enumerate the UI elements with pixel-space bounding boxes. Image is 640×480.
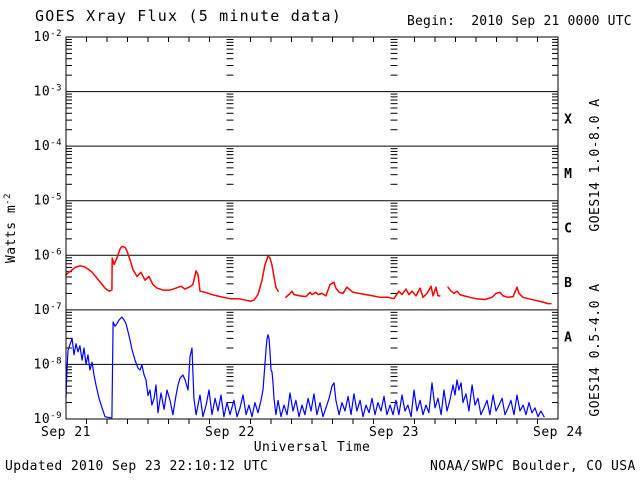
updated-timestamp: Updated 2010 Sep 23 22:10:12 UTC	[5, 459, 268, 474]
series-layer	[65, 245, 552, 419]
plot-border	[65, 36, 559, 420]
y-tick-label: 10-2	[34, 29, 63, 45]
y-tick-label: 10-4	[34, 138, 63, 154]
x-tick-label: Sep 22	[205, 425, 255, 440]
plot-frame	[65, 36, 559, 420]
flare-class-B: B	[564, 276, 572, 291]
x-axis-title: Universal Time	[254, 440, 371, 455]
grid-layer	[66, 37, 558, 424]
flare-class-M: M	[564, 167, 572, 182]
x-tick-label: Sep 23	[369, 425, 419, 440]
begin-timestamp: Begin: 2010 Sep 21 0000 UTC	[407, 14, 632, 29]
page-title: GOES Xray Flux (5 minute data)	[35, 7, 342, 25]
y-axis-title: Watts m-2	[3, 193, 19, 263]
y-tick-label: 10-3	[34, 84, 63, 100]
y-tick-label: 10-9	[34, 411, 63, 427]
xray-short-series	[65, 316, 545, 419]
y-tick-label: 10-7	[34, 302, 63, 318]
y-tick-label: 10-5	[34, 193, 63, 209]
x-tick-label: Sep 21	[41, 425, 91, 440]
flare-class-X: X	[564, 112, 572, 127]
short-series-label: GOES14 0.5-4.0 A	[588, 283, 603, 416]
flare-class-A: A	[564, 331, 572, 346]
credit-text: NOAA/SWPC Boulder, CO USA	[430, 459, 636, 474]
x-tick-label: Sep 24	[533, 425, 583, 440]
y-tick-label: 10-8	[34, 356, 63, 372]
y-tick-label: 10-6	[34, 247, 63, 263]
xray-long-series	[447, 286, 552, 305]
xray-long-series	[65, 245, 279, 302]
flare-class-C: C	[564, 222, 572, 237]
long-series-label: GOES14 1.0-8.0 A	[588, 98, 603, 231]
xray-long-series	[285, 281, 441, 300]
